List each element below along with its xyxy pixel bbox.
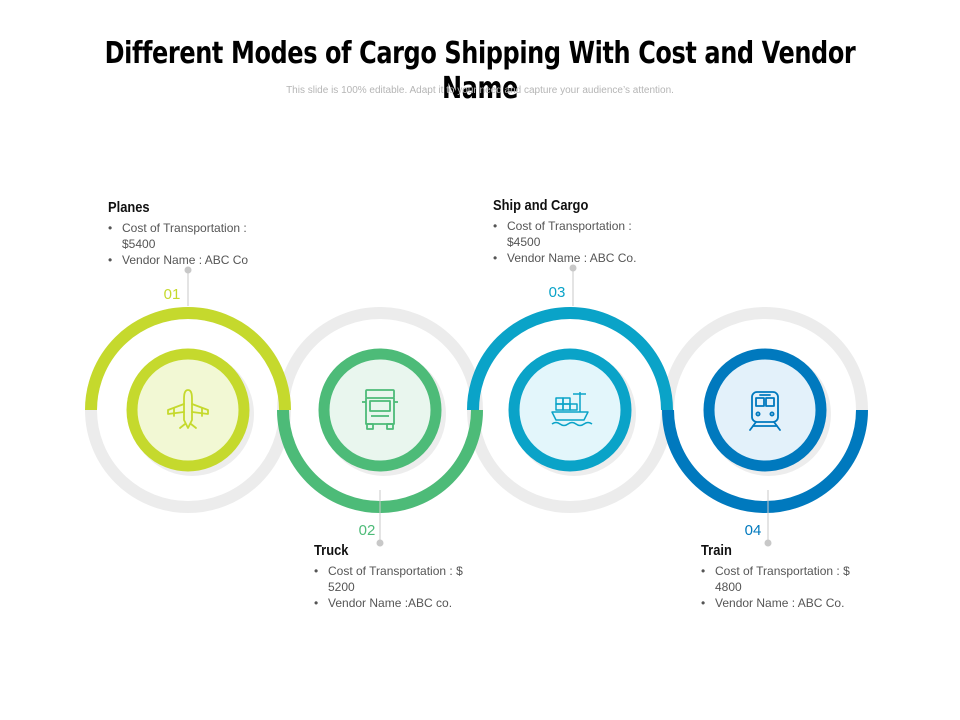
wave-segment-4 [662,409,868,513]
step-bullet-list: Cost of Transportation : $4500 Vendor Na… [493,218,643,266]
train-icon [749,391,781,431]
connectors [184,264,772,547]
step-disk-1 [126,348,254,476]
step-heading: Truck [314,542,349,559]
step-bullet: Cost of Transportation : $ 4800 [701,563,861,595]
step-number-4: 04 [745,522,762,539]
step-block-truck: Truck Cost of Transportation : $ 5200 Ve… [314,542,514,611]
step-bullet: Vendor Name : ABC Co. [701,595,861,611]
step-bullet: Vendor Name : ABC Co. [493,250,643,266]
cargo-ship-icon [551,392,593,427]
connector-dot-3 [569,264,577,272]
step-bullet: Vendor Name : ABC Co [108,252,258,268]
wave-segment-3 [467,307,673,411]
slide-title: Different Modes of Cargo Shipping With C… [104,36,856,106]
step-block-train: Train Cost of Transportation : $ 4800 Ve… [701,542,901,611]
connector-dot-4 [764,539,772,547]
step-bullet: Vendor Name :ABC co. [314,595,474,611]
step-block-ship-and-cargo: Ship and Cargo Cost of Transportation : … [493,197,693,266]
step-bullet: Cost of Transportation : $5400 [108,220,258,252]
step-number-2: 02 [359,522,376,539]
connector-dot-2 [376,539,384,547]
step-bullet-list: Cost of Transportation : $5400 Vendor Na… [108,220,258,268]
step-number-3: 03 [549,284,566,301]
step-disk-4 [703,348,831,476]
step-bullet: Cost of Transportation : $ 5200 [314,563,474,595]
step-number-1: 01 [164,286,181,303]
step-bullet-list: Cost of Transportation : $ 4800 Vendor N… [701,563,861,611]
step-bullet-list: Cost of Transportation : $ 5200 Vendor N… [314,563,474,611]
truck-icon [362,389,398,430]
step-heading: Planes [108,199,150,216]
slide-subtitle: This slide is 100% editable. Adapt it to… [286,85,674,96]
step-disk-3 [508,348,636,476]
airplane-icon [167,389,209,429]
step-bullet: Cost of Transportation : $4500 [493,218,643,250]
step-disk-2 [318,348,446,476]
wave-segment-1 [85,307,291,411]
step-block-planes: Planes Cost of Transportation : $5400 Ve… [108,199,308,268]
step-heading: Train [701,542,732,559]
step-heading: Ship and Cargo [493,197,589,214]
connector-dot-1 [184,266,192,274]
